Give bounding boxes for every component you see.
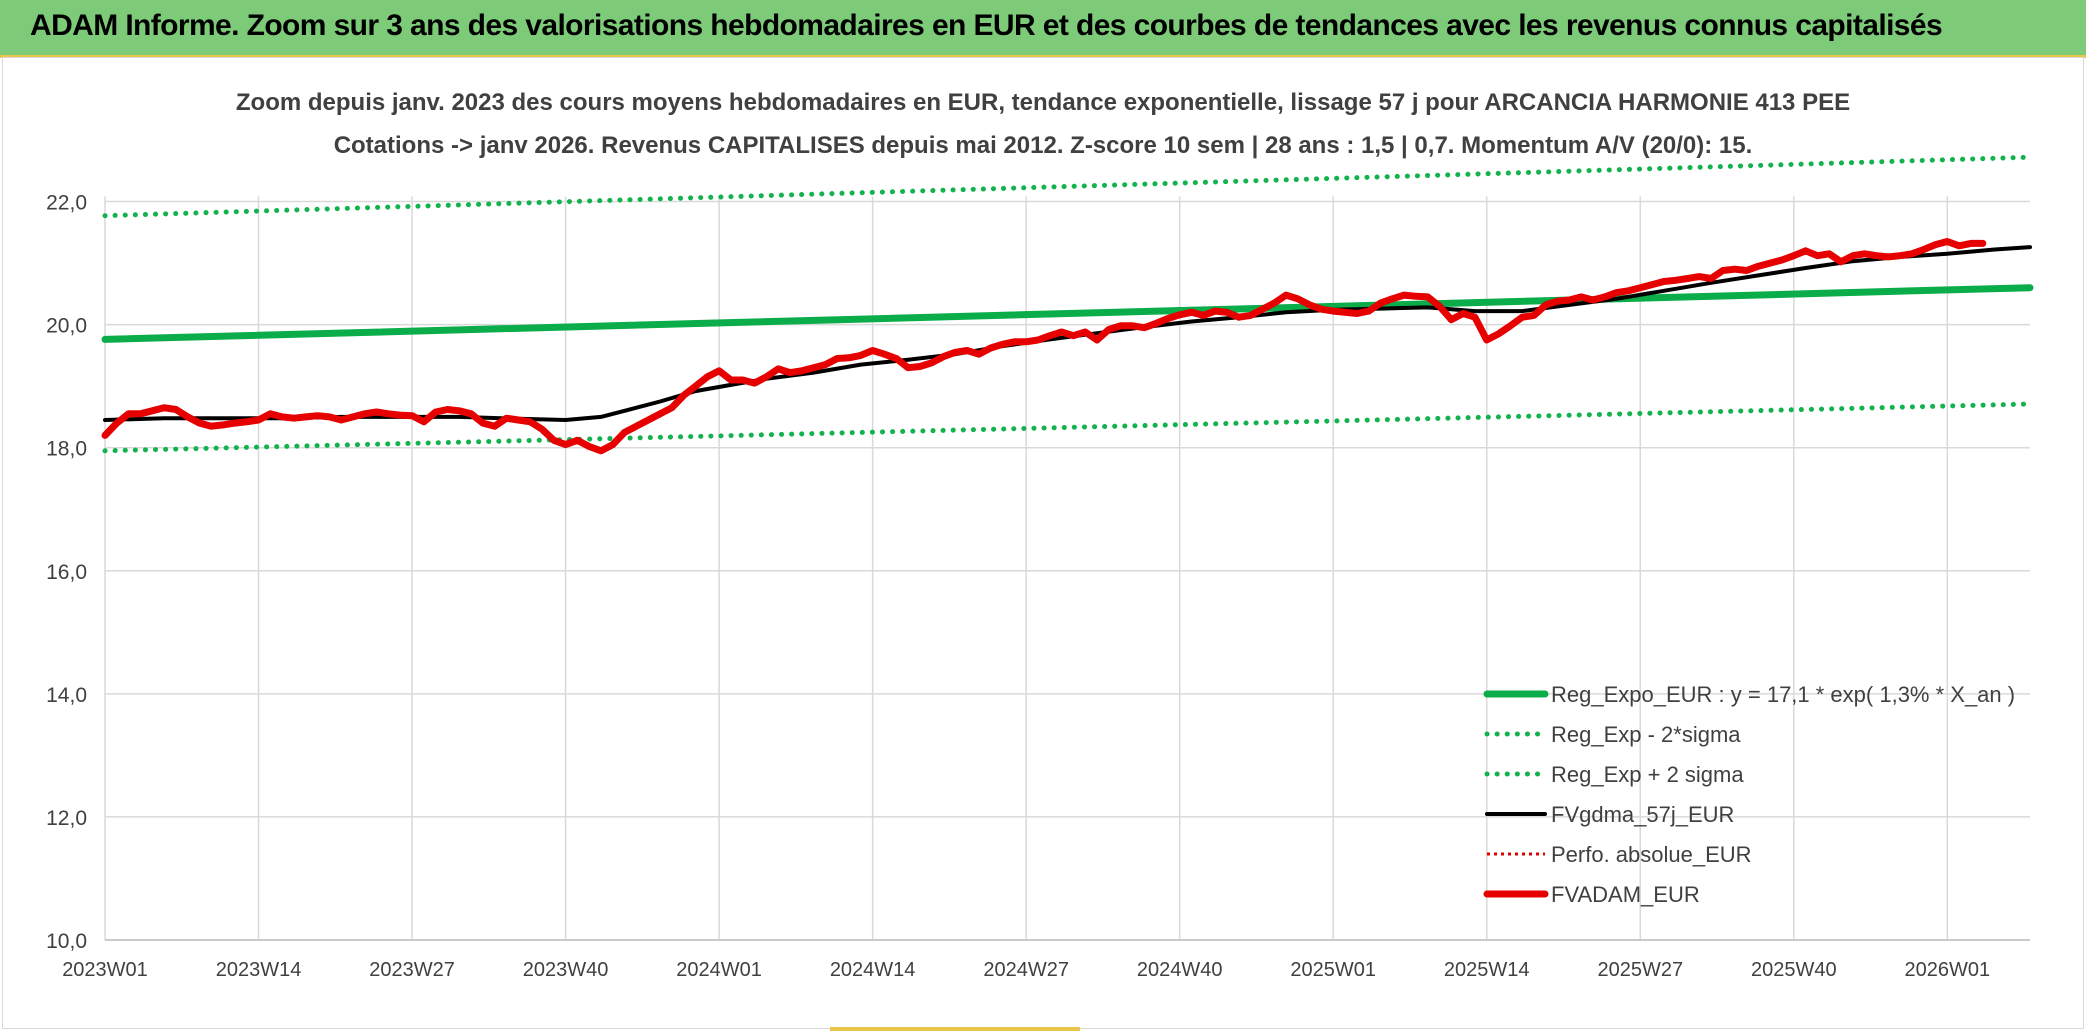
legend-label: Perfo. absolue_EUR — [1551, 842, 1752, 867]
x-tick-label: 2025W01 — [1290, 959, 1376, 981]
legend-label: Reg_Exp + 2 sigma — [1551, 762, 1744, 787]
accent-bottom — [830, 1027, 1080, 1031]
y-tick-label: 12,0 — [46, 807, 87, 830]
legend-label: FVgdma_57j_EUR — [1551, 802, 1734, 827]
x-tick-label: 2024W01 — [676, 959, 762, 981]
report-header: ADAM Informe. Zoom sur 3 ans des valoris… — [0, 0, 2086, 57]
legend-label: Reg_Exp - 2*sigma — [1551, 722, 1741, 747]
x-tick-label: 2024W40 — [1137, 959, 1223, 981]
x-tick-label: 2023W40 — [523, 959, 609, 981]
series-line-2 — [102, 154, 2033, 219]
accent-corner-left — [0, 55, 18, 58]
chart-subtitle: Cotations -> janv 2026. Revenus CAPITALI… — [334, 132, 1753, 159]
x-tick-label: 2023W01 — [62, 959, 148, 981]
report-title: ADAM Informe. Zoom sur 3 ans des valoris… — [30, 9, 1943, 42]
series-line-5 — [101, 238, 1987, 455]
accent-corner-right — [2068, 55, 2086, 58]
x-tick-label: 2025W40 — [1751, 959, 1837, 981]
grid — [104, 196, 2030, 941]
legend-label: FVADAM_EUR — [1551, 882, 1700, 907]
x-axis: 2023W01 2023W14 2023W27 2023W40 2024W01 2024W… — [62, 939, 2030, 981]
y-tick-label: 16,0 — [46, 561, 87, 584]
series-line-0 — [101, 284, 2034, 343]
x-tick-label: 2024W14 — [830, 959, 916, 981]
y-tick-label: 18,0 — [46, 438, 87, 461]
series-group — [101, 154, 2034, 455]
x-tick-label: 2025W27 — [1597, 959, 1683, 981]
series-line-1 — [102, 401, 2033, 454]
y-tick-label: 14,0 — [46, 684, 87, 707]
x-tick-label: 2026W01 — [1905, 959, 1991, 981]
x-tick-label: 2023W27 — [369, 959, 455, 981]
x-tick-label: 2025W14 — [1444, 959, 1530, 981]
x-tick-label: 2024W27 — [983, 959, 1069, 981]
y-tick-label: 20,0 — [46, 315, 87, 338]
y-tick-label: 10,0 — [46, 930, 87, 953]
chart-title: Zoom depuis janv. 2023 des cours moyens … — [236, 89, 1850, 116]
y-axis: 10,0 12,0 14,0 16,0 18,0 20,0 22,0 — [46, 192, 87, 953]
legend: Reg_Expo_EUR : y = 17,1 * exp( 1,3% * X_… — [1483, 682, 2015, 907]
y-tick-label: 22,0 — [46, 192, 87, 215]
x-tick-label: 2023W14 — [216, 959, 302, 981]
legend-label: Reg_Expo_EUR : y = 17,1 * exp( 1,3% * X_… — [1551, 682, 2015, 707]
